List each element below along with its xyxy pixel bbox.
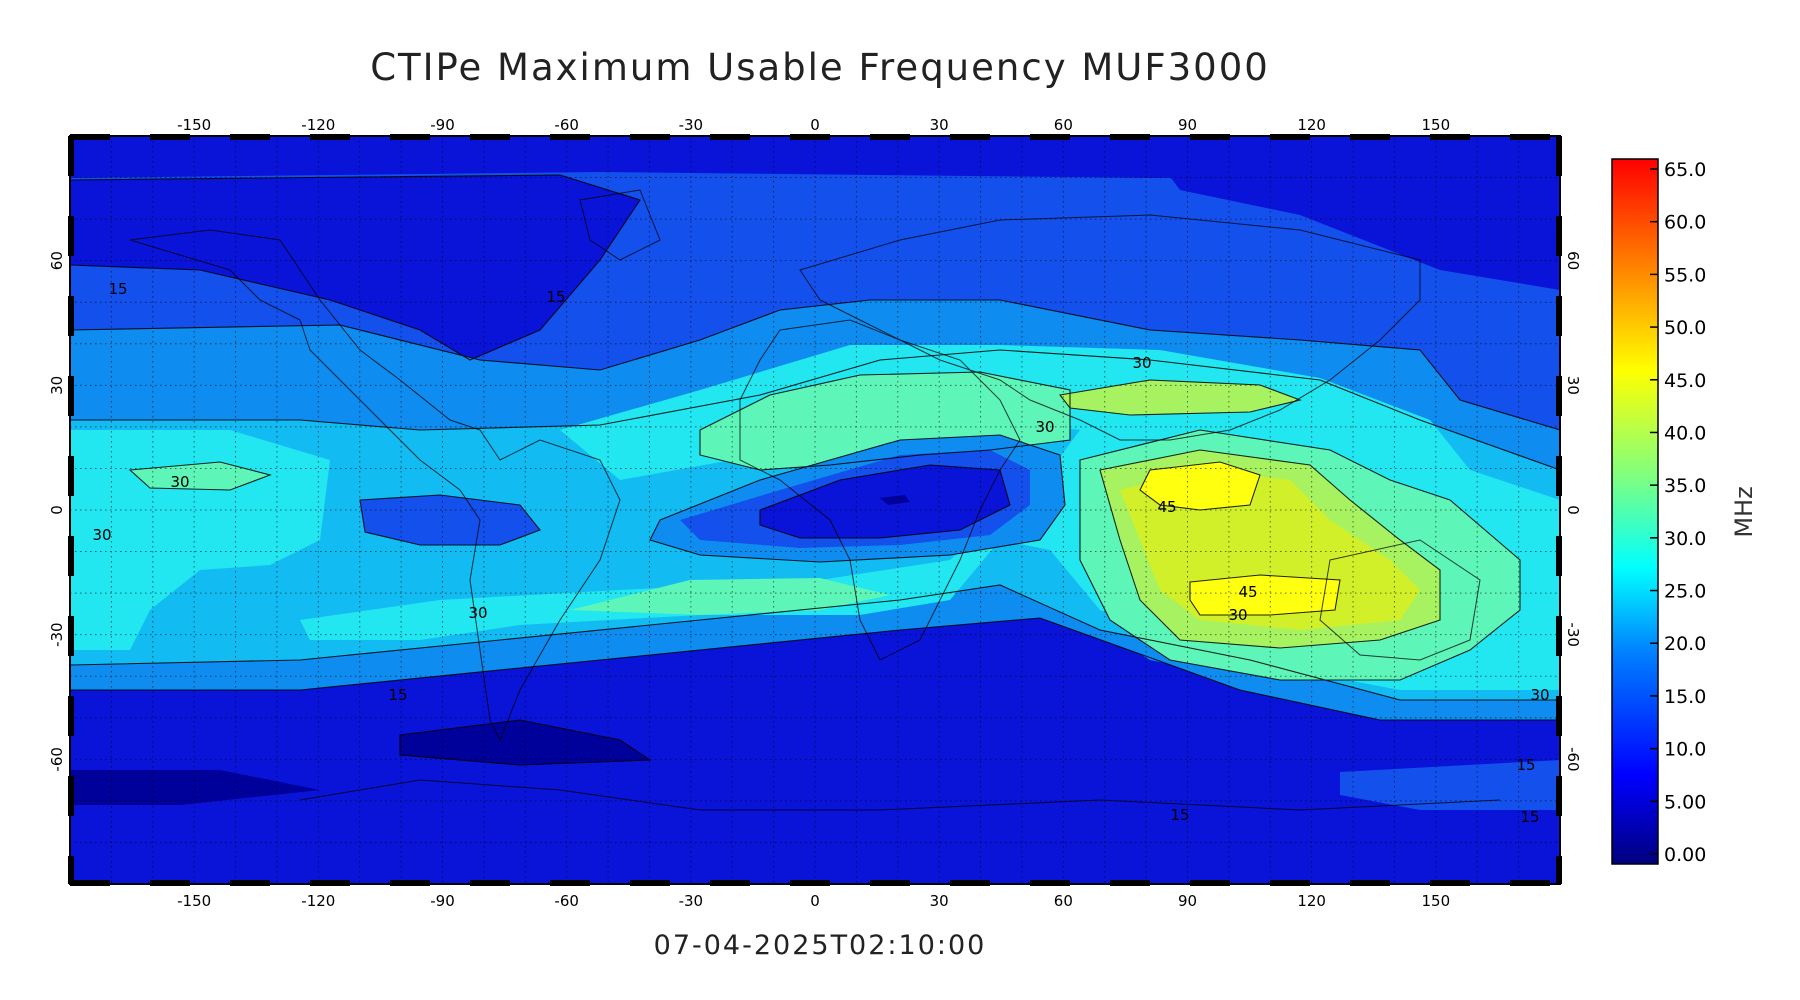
x-tick-label-bottom: 30 [930, 892, 949, 910]
contour-region-north-america [70, 175, 640, 360]
colorbar-tick-label: 60.0 [1664, 212, 1706, 234]
contour-label: 15 [546, 288, 565, 306]
contour-region-antarctic-left [70, 770, 320, 805]
x-tick-label-bottom: 60 [1054, 892, 1073, 910]
x-tick-label-top: -90 [430, 116, 455, 134]
contour-region-sw-pacific [1340, 760, 1560, 810]
x-tick-label-bottom: 0 [810, 892, 820, 910]
x-tick-label-bottom: -30 [679, 892, 704, 910]
contour-region-trough-core [880, 495, 910, 505]
colorbar-tick-label: 10.0 [1664, 739, 1706, 761]
y-tick-label-left: 30 [48, 376, 66, 395]
contour-region-30-south-atlantic [570, 578, 890, 615]
contour-labels: 15 15 15 15 15 15 30 30 30 30 30 30 30 45 45 [92, 280, 1549, 826]
chart-title: CTIPe Maximum Usable Frequency MUF3000 [370, 46, 1270, 89]
contour-fill [70, 136, 1560, 884]
x-tick-label-bottom: 120 [1297, 892, 1326, 910]
x-tick-label-top: 0 [810, 116, 820, 134]
contour-region-30-pacific [130, 462, 270, 490]
colorbar-tick-label: 55.0 [1664, 264, 1706, 286]
y-tick-label-right: 0 [1564, 505, 1582, 515]
coastlines [129, 189, 1501, 811]
x-tick-label-bottom: 150 [1422, 892, 1451, 910]
contour-label: 15 [1516, 756, 1535, 774]
colorbar-tick-label: 0.00 [1664, 844, 1706, 866]
x-axis-top-labels: -150 -120 -90 -60 -30 0 30 60 90 120 150 [177, 116, 1450, 134]
contour-label: 30 [1035, 418, 1054, 436]
colorbar-tick-label: 50.0 [1664, 317, 1706, 339]
y-axis-left-labels: 60 30 0 -30 -60 [48, 251, 66, 771]
contour-label: 15 [388, 686, 407, 704]
colorbar-tick-label: 15.0 [1664, 686, 1706, 708]
contour-region-peak-north [1140, 462, 1260, 510]
x-tick-label-top: -150 [177, 116, 211, 134]
x-tick-label-top: -60 [554, 116, 579, 134]
x-tick-label-top: -30 [679, 116, 704, 134]
colorbar-tick-label: 45.0 [1664, 370, 1706, 392]
contour-label: 30 [1530, 686, 1549, 704]
colorbar-tick-label: 35.0 [1664, 475, 1706, 497]
contour-region-30-asia [1060, 380, 1300, 415]
y-tick-label-left: 0 [48, 505, 66, 515]
contour-label: 45 [1157, 498, 1176, 516]
contour-label: 30 [170, 473, 189, 491]
y-tick-label-right: -30 [1564, 622, 1582, 647]
colorbar-scale [1611, 158, 1659, 865]
x-tick-label-bottom: -120 [301, 892, 335, 910]
contour-label: 15 [1520, 808, 1539, 826]
x-tick-label-bottom: -60 [554, 892, 579, 910]
contour-region-band-25 [70, 430, 330, 650]
contour-label: 30 [1132, 354, 1151, 372]
timestamp: 07-04-2025T02:10:00 [653, 930, 987, 961]
colorbar-tick-label: 5.00 [1664, 791, 1706, 813]
contour-region-north-pacific [1150, 150, 1560, 290]
contour-region-pacific-low [360, 495, 540, 545]
contour-label: 15 [108, 280, 127, 298]
x-tick-label-bottom: 90 [1178, 892, 1197, 910]
x-tick-label-top: -120 [301, 116, 335, 134]
contour-region-peak-south [1190, 575, 1340, 615]
y-tick-label-left: 60 [48, 251, 66, 270]
contour-label: 30 [468, 604, 487, 622]
contour-label: 45 [1238, 583, 1257, 601]
x-tick-label-top: 60 [1054, 116, 1073, 134]
map-frame-ticks [68, 134, 1562, 886]
colorbar-tick-label: 25.0 [1664, 581, 1706, 603]
y-tick-label-right: 30 [1564, 376, 1582, 395]
colorbar: 65.0 60.0 55.0 50.0 45.0 40.0 35.0 30.0 25.0 20.0… [1611, 158, 1758, 866]
y-tick-label-left: -30 [48, 622, 66, 647]
y-axis-right-labels: 60 30 0 -30 -60 [1564, 251, 1582, 771]
x-tick-label-bottom: -150 [177, 892, 211, 910]
y-tick-label-right: -60 [1564, 747, 1582, 772]
y-tick-label-right: 60 [1564, 251, 1582, 270]
contour-label: 15 [1170, 806, 1189, 824]
colorbar-tick-label: 65.0 [1664, 159, 1706, 181]
x-tick-label-top: 30 [930, 116, 949, 134]
colorbar-ticks: 65.0 60.0 55.0 50.0 45.0 40.0 35.0 30.0 25.0 20.0… [1650, 159, 1706, 866]
colorbar-unit: MHz [1730, 486, 1758, 537]
colorbar-tick-label: 30.0 [1664, 528, 1706, 550]
colorbar-tick-label: 40.0 [1664, 422, 1706, 444]
y-tick-label-left: -60 [48, 747, 66, 772]
map-graticule [70, 136, 1560, 884]
x-tick-label-top: 120 [1297, 116, 1326, 134]
x-axis-bottom-labels: -150 -120 -90 -60 -30 0 30 60 90 120 150 [177, 892, 1450, 910]
contour-label: 30 [1228, 606, 1247, 624]
colorbar-tick-label: 20.0 [1664, 633, 1706, 655]
x-tick-label-bottom: -90 [430, 892, 455, 910]
x-tick-label-top: 90 [1178, 116, 1197, 134]
contour-label: 30 [92, 526, 111, 544]
x-tick-label-top: 150 [1422, 116, 1451, 134]
